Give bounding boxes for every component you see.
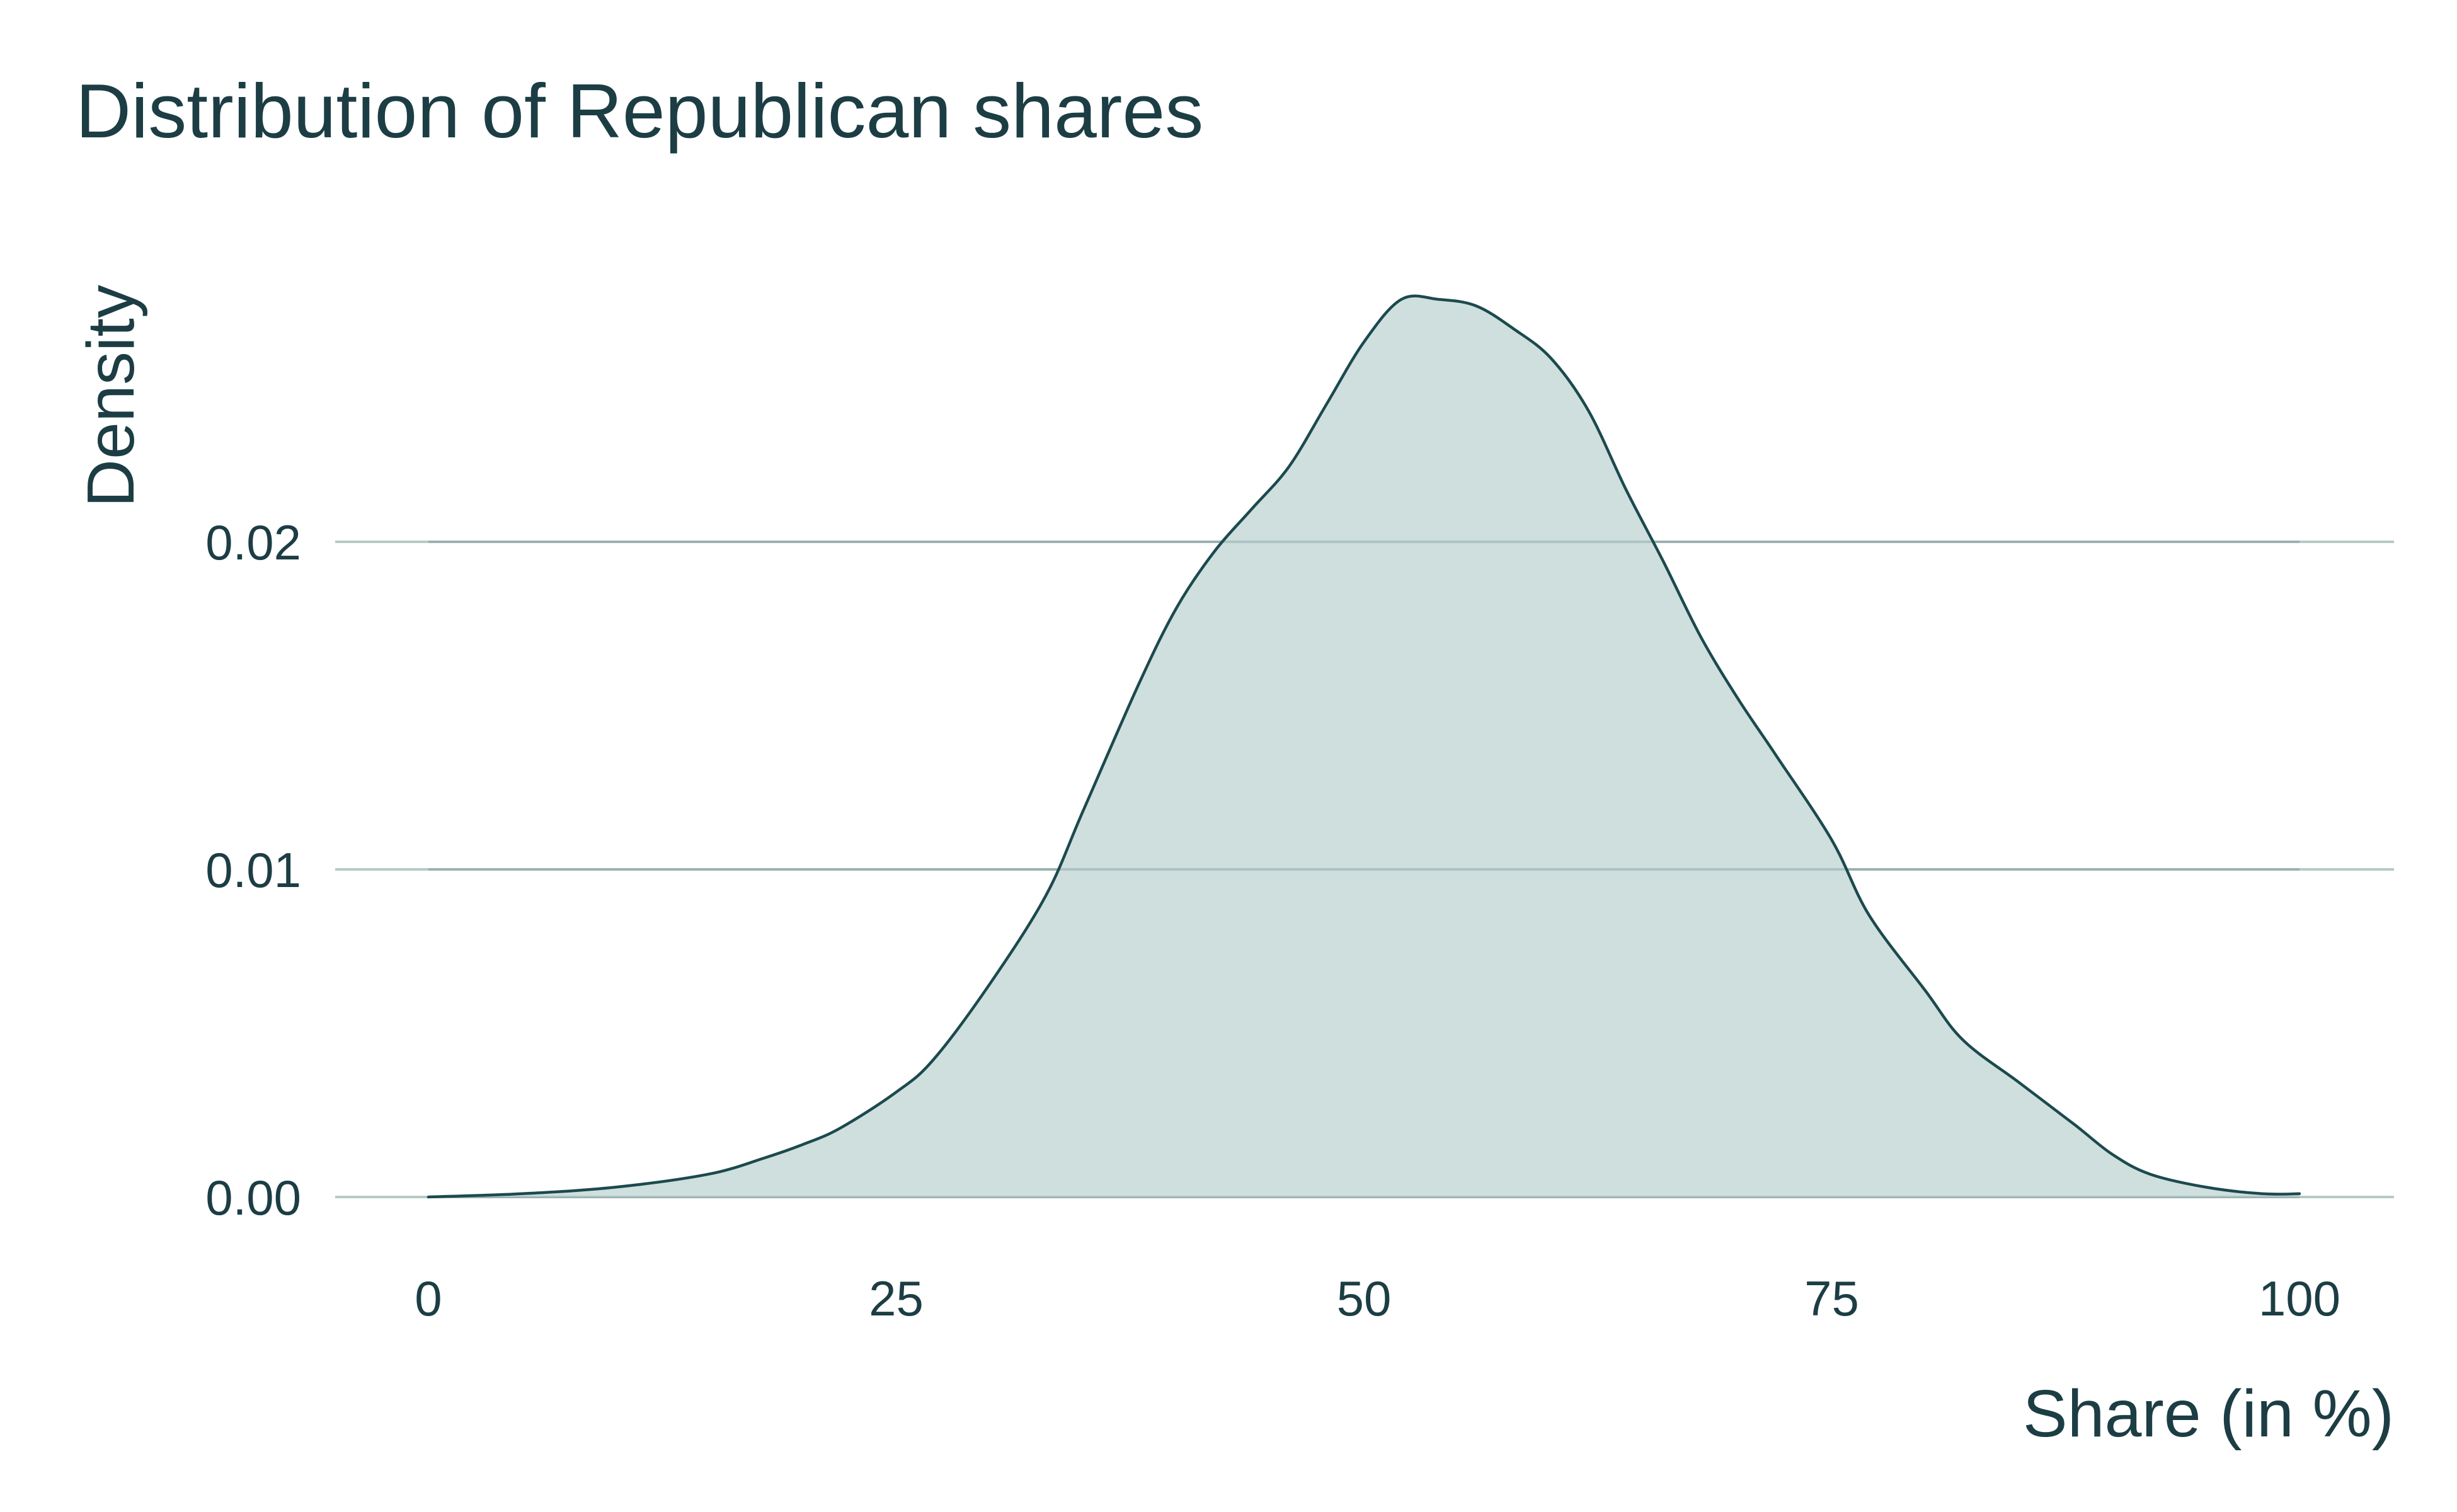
x-tick-label-25: 25 bbox=[869, 1271, 924, 1326]
y-axis-title: Density bbox=[74, 285, 148, 507]
x-tick-label-75: 75 bbox=[1804, 1271, 1859, 1326]
density-area bbox=[428, 295, 2300, 1197]
x-tick-label-0: 0 bbox=[415, 1271, 442, 1326]
y-tick-label-0.01: 0.01 bbox=[205, 842, 301, 898]
y-tick-labels: 0.00 0.01 0.02 bbox=[205, 515, 301, 1225]
x-tick-label-100: 100 bbox=[2259, 1271, 2340, 1326]
x-tick-label-50: 50 bbox=[1337, 1271, 1392, 1326]
density-curve bbox=[427, 294, 2301, 1199]
chart-title: Distribution of Republican shares bbox=[76, 68, 1203, 154]
y-tick-label-0.00: 0.00 bbox=[205, 1170, 301, 1225]
x-axis-title: Share (in %) bbox=[2023, 1377, 2394, 1451]
x-tick-labels: 0 25 50 75 100 bbox=[415, 1271, 2340, 1326]
y-tick-label-0.02: 0.02 bbox=[205, 515, 301, 570]
density-area-group bbox=[427, 294, 2301, 1199]
